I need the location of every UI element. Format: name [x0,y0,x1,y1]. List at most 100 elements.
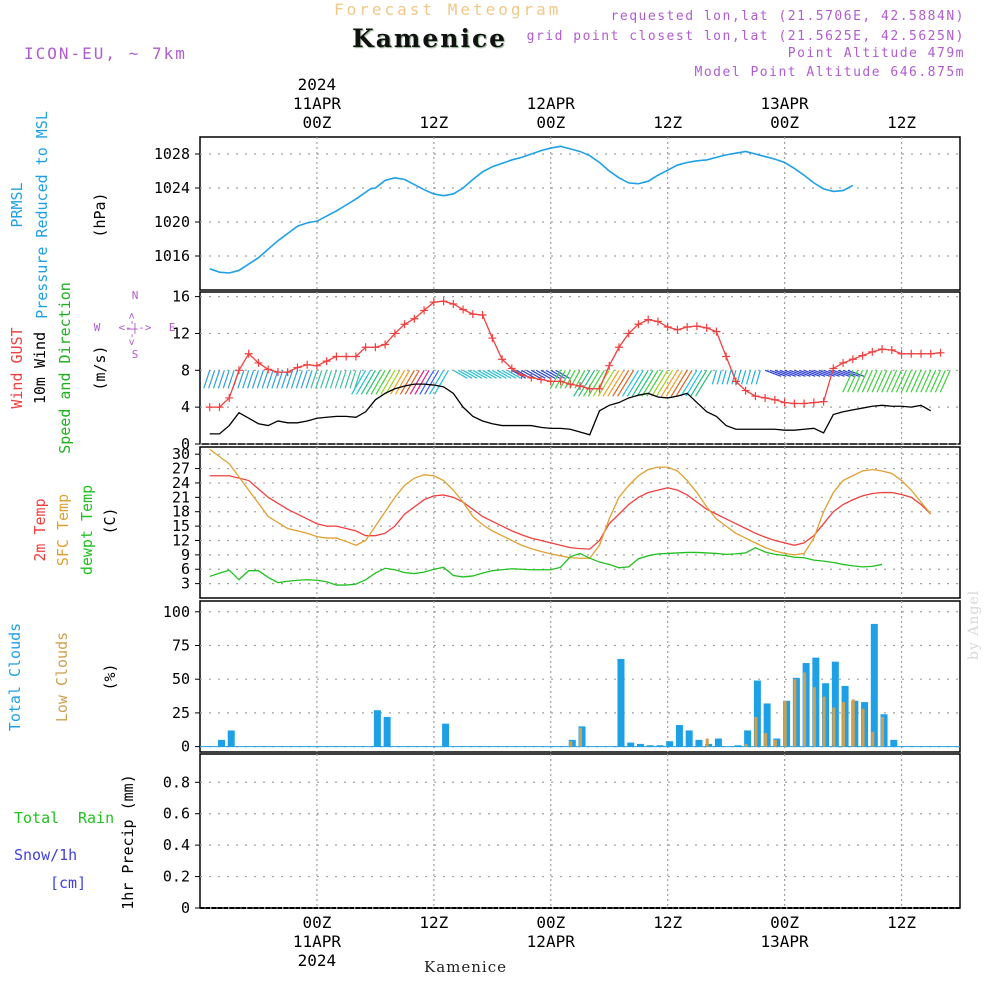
gust-marker [780,398,789,407]
wind-direction-arrow [670,369,688,397]
wind-direction-arrow [467,369,483,379]
wind-direction-arrow [578,369,596,397]
wind-direction-arrow [339,370,347,389]
wind-direction-arrow [886,370,898,393]
y-tick-label: 21 [172,488,190,506]
total-cloud-bar [714,738,722,747]
total-cloud-bar [763,703,771,747]
temp-2m-label: 2m Temp [31,498,49,561]
wind-direction-arrow [453,369,468,379]
top-time-label: 11APR [293,94,342,113]
wind-direction-arrow [745,370,752,385]
wind-direction-arrow [602,369,620,397]
wind-direction-arrow [365,370,381,395]
wind-direction-arrow [939,370,951,393]
wind-direction-arrow [685,369,703,397]
total-cloud-bar [227,730,235,747]
low-cloud-bar [871,731,875,747]
gust-marker [936,348,945,357]
wind-direction-arrow [582,369,600,397]
panel-frame [199,600,961,753]
y-tick-label: 0.2 [163,868,190,886]
gust-marker [507,364,516,373]
gust-marker [283,368,292,377]
pressure-units: (hPa) [91,192,109,237]
panel-frame [199,291,961,445]
gust-marker [917,349,926,358]
wind-direction-arrow [506,369,522,379]
gust-marker [907,349,916,358]
wind-direction-arrow [222,370,230,389]
wind-direction-arrow [266,370,274,389]
gust-marker [546,377,555,386]
total-cloud-bar [831,661,839,747]
wind-direction-arrow [813,369,831,377]
total-cloud-bar [666,741,674,747]
dewpt-label: dewpt Temp [78,485,96,575]
gust-marker [273,368,282,377]
total-cloud-bar [685,730,693,747]
wind-direction-arrow [242,370,250,389]
y-tick-label: 0.6 [163,805,190,823]
low-cloud-bar [705,738,709,747]
y-tick-label: 18 [172,503,190,521]
gust-line [209,300,941,408]
gust-marker [410,314,419,323]
gust-marker [459,305,468,314]
wind-direction-arrow [237,370,245,389]
total-cloud-bar [627,742,635,747]
wind-direction-arrow [711,370,717,385]
wind-direction-arrow [521,369,536,379]
y-tick-label: 0.8 [163,773,190,791]
wind-direction-arrow [587,369,605,397]
wind-direction-arrow [285,370,294,389]
wind-direction-arrow [890,370,903,393]
low-cloud-bar [842,702,846,747]
wind-direction-arrow [385,370,401,395]
wind-direction-arrow [380,370,396,395]
sfc-temp-line [209,448,932,559]
y-tick-label: 4 [181,398,190,416]
gust-marker [556,377,565,386]
wind-direction-arrow [424,370,440,395]
model-label: ICON-EU, ~ 7km [24,44,187,63]
wind-direction-arrow [354,370,362,389]
wind-direction-arrow [251,370,260,389]
bottom-time-label: 12APR [527,932,576,951]
wind-direction-arrow [789,369,806,377]
gust-marker [205,403,214,412]
wind-direction-arrow [799,369,816,377]
wind-direction-arrow [774,369,792,377]
wind-direction-arrow [530,369,546,379]
gust-marker [478,311,487,320]
gust-marker [819,397,828,406]
gust-marker [683,323,692,332]
gust-marker [624,329,633,338]
gust-marker [761,393,770,402]
y-tick-label: 1024 [154,179,190,197]
wind-direction-arrow [626,369,644,397]
compass-n: N [132,289,139,302]
gust-marker [468,310,477,319]
wind-direction-arrow [271,370,279,389]
total-cloud-bar [442,723,450,747]
total-cloud-bar [217,739,225,747]
snow-units: [cm] [50,874,86,892]
gust-marker [234,366,243,375]
wind-direction-arrow [511,369,527,379]
gust-marker [293,363,302,372]
low-cloud-bar [764,733,768,747]
top-time-label: 12Z [653,113,682,132]
y-tick-label: 0 [181,738,190,756]
wind-direction-arrow [429,370,445,395]
wind-direction-arrow [675,369,693,397]
point-altitude: Point Altitude 479m [787,46,965,61]
wind-direction-arrow [261,370,269,389]
wind-direction-arrow [871,370,883,393]
gust-marker [488,334,497,343]
wind-direction-arrow [680,369,698,397]
bottom-time-label: 11APR [293,932,342,951]
wind-direction-arrow [621,369,639,397]
low-cloud-bar [803,672,807,747]
